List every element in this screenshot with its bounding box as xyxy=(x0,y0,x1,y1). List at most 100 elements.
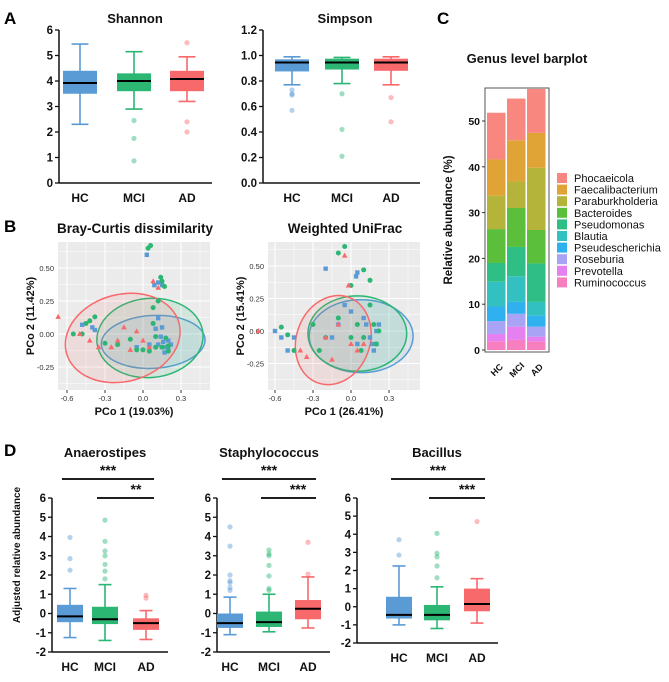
legend-swatch xyxy=(557,265,567,276)
x-tick-label: HC xyxy=(221,660,239,674)
scatter-weighted_unifrac: Weighted UniFrac-0.6-0.30.00.3-0.250.000… xyxy=(235,221,420,418)
outlier-point xyxy=(266,587,272,594)
y-tick-label: 3 xyxy=(47,102,53,114)
legend-swatch xyxy=(557,242,567,253)
y-tick-label: 0.25 xyxy=(39,297,54,306)
stacked-bar-genus: Genus level barplot 0 10 20 30 40 50 Relative a… xyxy=(443,51,662,379)
bar-segment-paraburkholderia xyxy=(527,167,546,231)
boxplot-bacillus: Bacillus -2 -1 0 1 2 3 4 5 6 HC MCI AD *** *** xyxy=(341,445,498,665)
point-HC xyxy=(92,327,98,333)
y-tick-label: -1 xyxy=(201,628,212,640)
y-tick-label: 0 xyxy=(345,602,351,614)
point-MCI xyxy=(83,320,89,326)
bar-segment-ruminococcus xyxy=(487,341,506,350)
chart-title: Weighted UniFrac xyxy=(288,221,403,236)
point-MCI xyxy=(342,244,348,249)
point-MCI xyxy=(150,305,156,311)
outlier-point xyxy=(289,91,295,97)
outlier-point xyxy=(102,576,108,582)
bar-segment-blautia xyxy=(507,276,526,302)
box-MCI xyxy=(325,58,359,70)
bar-segment-pseudomonas xyxy=(487,262,506,282)
outlier-point xyxy=(339,153,345,159)
outlier-point xyxy=(266,585,272,592)
bar-segment-pseudescherichia xyxy=(527,315,546,327)
point-MCI xyxy=(162,283,168,289)
point-MCI xyxy=(70,331,76,337)
legend-label: Faecalibacterium xyxy=(574,185,658,197)
box-HC xyxy=(275,59,309,72)
point-MCI xyxy=(361,335,367,340)
outlier-point xyxy=(102,568,108,574)
point-HC xyxy=(329,335,335,340)
outlier-point xyxy=(266,573,272,579)
bar-segment-paraburkholderia xyxy=(487,195,506,230)
y-tick-label: 5 xyxy=(47,51,54,63)
y-tick-label: 20 xyxy=(468,253,480,265)
outlier-point xyxy=(434,554,440,560)
outlier-point xyxy=(396,552,402,558)
confidence-ellipse-HC xyxy=(100,314,206,370)
box-MCI xyxy=(92,606,118,625)
x-tick-label: MCI xyxy=(331,191,353,205)
point-AD xyxy=(335,321,342,327)
chart-title: Shannon xyxy=(107,11,163,26)
point-MCI xyxy=(335,315,341,321)
y-tick-label: 1 xyxy=(345,584,352,596)
point-HC xyxy=(163,345,168,350)
plot-background xyxy=(268,242,420,390)
point-MCI xyxy=(367,302,373,308)
outlier-point xyxy=(102,548,108,554)
point-AD xyxy=(345,282,352,288)
chart-title: Staphylococcus xyxy=(219,445,319,460)
y-tick-label: 3 xyxy=(345,547,351,559)
y-tick-label: -2 xyxy=(341,638,351,650)
x-tick-label: HC xyxy=(390,651,408,665)
outlier-point xyxy=(131,135,137,141)
significance-label: ** xyxy=(131,481,142,497)
y-tick-label: -1 xyxy=(341,620,352,632)
x-tick-label: HC xyxy=(71,191,89,205)
y-tick-label: 2 xyxy=(205,570,211,582)
point-AD xyxy=(140,337,146,343)
box-AD xyxy=(464,588,490,612)
y-tick-label: 6 xyxy=(40,493,46,505)
point-HC xyxy=(90,325,95,330)
outlier-point xyxy=(266,562,272,568)
box-AD xyxy=(170,70,204,92)
outlier-point xyxy=(131,117,137,124)
point-AD xyxy=(360,341,367,346)
point-HC xyxy=(144,252,149,257)
bar-segment-phocaeicola xyxy=(527,88,546,133)
point-HC xyxy=(364,322,369,327)
y-tick-label: 5 xyxy=(345,511,352,523)
y-tick-label: 50 xyxy=(468,116,480,128)
outlier-point xyxy=(102,553,108,559)
legend-label: Ruminococcus xyxy=(574,277,647,289)
chart-title: Simpson xyxy=(318,11,373,26)
point-HC xyxy=(80,322,85,327)
y-tick-label: 3 xyxy=(205,551,211,563)
outlier-point xyxy=(184,40,190,46)
point-HC xyxy=(159,282,165,288)
y-tick-label: 6 xyxy=(345,493,351,505)
x-tick-label: -0.3 xyxy=(307,394,320,403)
legend-label: Pseudomonas xyxy=(574,219,645,231)
x-tick-label: 0.0 xyxy=(138,394,148,403)
point-HC xyxy=(168,342,174,347)
point-MCI xyxy=(165,348,171,354)
outlier-point xyxy=(474,518,480,525)
outlier-point xyxy=(266,551,272,557)
outlier-point xyxy=(305,571,311,577)
point-MCI xyxy=(146,348,152,354)
x-tick-label: -0.6 xyxy=(61,394,74,403)
outlier-point xyxy=(305,539,311,545)
legend-label: Roseburia xyxy=(574,254,625,266)
bar-segment-roseburia xyxy=(527,326,546,337)
y-tick-label: 30 xyxy=(468,208,480,220)
point-MCI xyxy=(358,348,364,353)
box-AD xyxy=(374,58,408,71)
point-AD xyxy=(87,337,93,343)
legend-swatch xyxy=(557,173,567,183)
box-MCI xyxy=(256,611,282,627)
